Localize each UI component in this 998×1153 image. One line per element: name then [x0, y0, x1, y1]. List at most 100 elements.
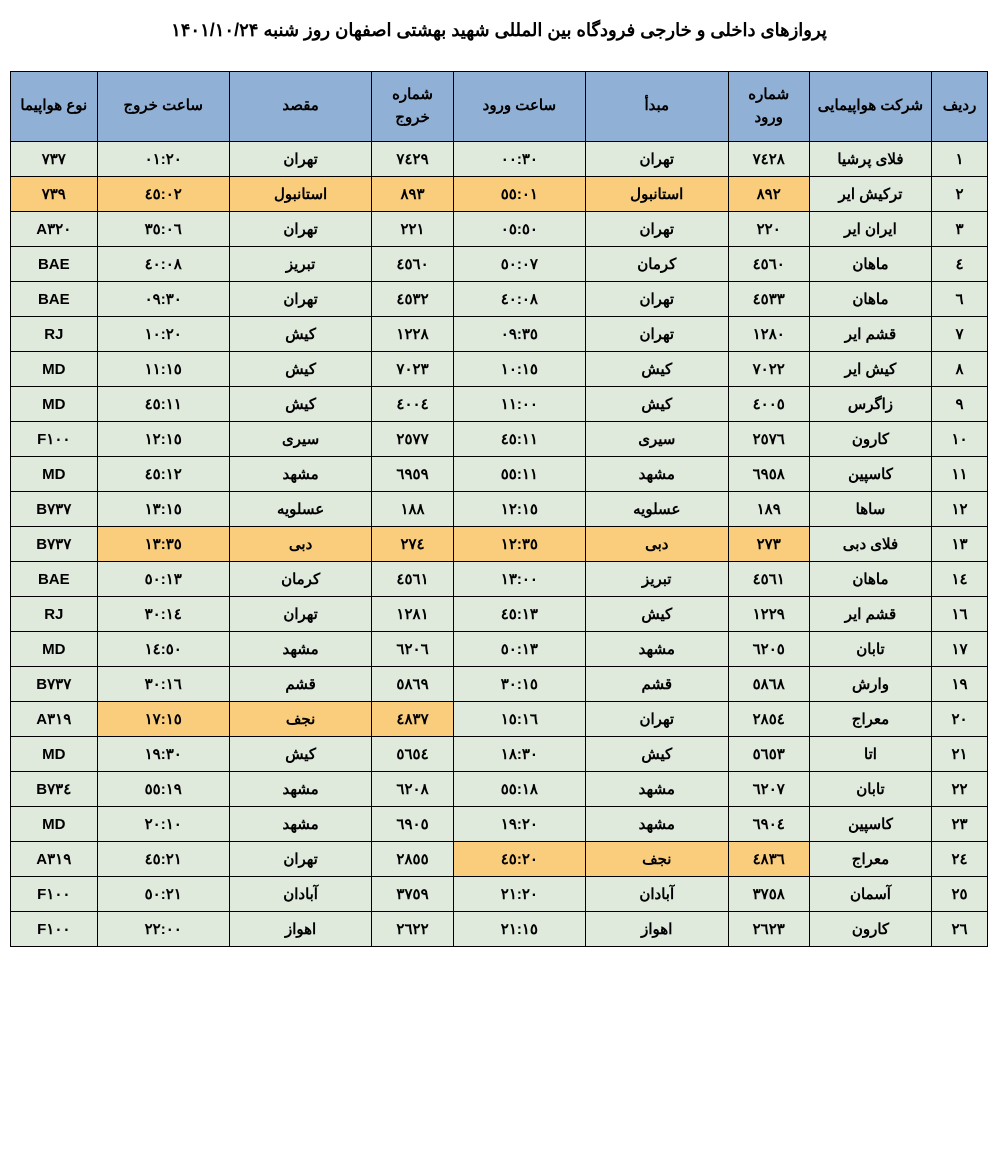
cell-aircraft: MD [11, 387, 98, 422]
cell-dest: نجف [229, 702, 371, 737]
cell-dep_time: ۱٦:۳۰ [97, 667, 229, 702]
cell-aircraft: B۷۳۷ [11, 667, 98, 702]
page-title: پروازهای داخلی و خارجی فرودگاه بین الملل… [10, 20, 988, 41]
cell-dep_no: ٦۲۰۸ [372, 772, 453, 807]
cell-airline: ایران ایر [809, 212, 931, 247]
cell-dep_no: ۲۷٤ [372, 527, 453, 562]
cell-origin: مشهد [586, 807, 728, 842]
cell-origin: تهران [586, 702, 728, 737]
table-row: ٦ماهان٤٥۳۳تهران۰۸:٤۰٤٥۳۲تهران۰۹:۳۰BAE [11, 282, 988, 317]
cell-arr_time: ۰٥:٥۰ [453, 212, 585, 247]
cell-aircraft: F۱۰۰ [11, 877, 98, 912]
cell-idx: ۲٤ [932, 842, 988, 877]
cell-origin: تهران [586, 212, 728, 247]
cell-arr_time: ۲۱:۲۰ [453, 877, 585, 912]
cell-idx: ۲۰ [932, 702, 988, 737]
cell-idx: ۳ [932, 212, 988, 247]
cell-arr_no: ٤٥۳۳ [728, 282, 809, 317]
cell-dep_no: ٦۹۰٥ [372, 807, 453, 842]
cell-arr_time: ۱٦:۱٥ [453, 702, 585, 737]
cell-dep_no: ۷٤۲۹ [372, 142, 453, 177]
cell-arr_time: ۱۲:۳٥ [453, 527, 585, 562]
cell-arr_no: ۲٦۲۳ [728, 912, 809, 947]
cell-dest: تهران [229, 597, 371, 632]
cell-aircraft: MD [11, 457, 98, 492]
cell-dest: کیش [229, 352, 371, 387]
cell-arr_no: ۷٤۲۸ [728, 142, 809, 177]
cell-dep_time: ۰۲:٤٥ [97, 177, 229, 212]
cell-dep_no: ۷۰۲۳ [372, 352, 453, 387]
cell-idx: ۲٥ [932, 877, 988, 912]
cell-dep_no: ۲۲۱ [372, 212, 453, 247]
cell-arr_no: ۷۰۲۲ [728, 352, 809, 387]
cell-airline: آسمان [809, 877, 931, 912]
cell-arr_no: ۲۸٥٤ [728, 702, 809, 737]
cell-aircraft: RJ [11, 597, 98, 632]
cell-dep_no: ٤٥۳۲ [372, 282, 453, 317]
cell-idx: ۱۲ [932, 492, 988, 527]
cell-aircraft: F۱۰۰ [11, 422, 98, 457]
cell-dest: کیش [229, 737, 371, 772]
cell-dep_time: ۱۳:٥۰ [97, 562, 229, 597]
table-row: ۲۲تابان٦۲۰۷مشهد۱۸:٥٥٦۲۰۸مشهد۱۹:٥٥B۷۳٤ [11, 772, 988, 807]
cell-aircraft: B۷۳٤ [11, 772, 98, 807]
table-row: ۱۹وارش٥۸٦۸قشم۱٥:۳۰٥۸٦۹قشم۱٦:۳۰B۷۳۷ [11, 667, 988, 702]
table-row: ۳ایران ایر۲۲۰تهران۰٥:٥۰۲۲۱تهران۰٦:۳٥A۳۲۰ [11, 212, 988, 247]
cell-dest: مشهد [229, 772, 371, 807]
cell-aircraft: ۷۳۹ [11, 177, 98, 212]
cell-arr_no: ٤٥٦۰ [728, 247, 809, 282]
cell-arr_time: ۱۱:۰۰ [453, 387, 585, 422]
cell-origin: تهران [586, 282, 728, 317]
cell-idx: ۲٦ [932, 912, 988, 947]
col-dep-no: شماره خروج [372, 72, 453, 142]
flights-table: ردیف شرکت هواپیمایی شماره ورود مبدأ ساعت… [10, 71, 988, 947]
cell-dep_no: ٥٦٥٤ [372, 737, 453, 772]
cell-arr_time: ۱۸:٥٥ [453, 772, 585, 807]
cell-arr_no: ۲٥۷٦ [728, 422, 809, 457]
col-dep-time: ساعت خروج [97, 72, 229, 142]
cell-aircraft: A۳۲۰ [11, 212, 98, 247]
cell-dest: اهواز [229, 912, 371, 947]
cell-origin: قشم [586, 667, 728, 702]
table-row: ۸کیش ایر۷۰۲۲کیش۱۰:۱٥۷۰۲۳کیش۱۱:۱٥MD [11, 352, 988, 387]
cell-airline: فلای پرشیا [809, 142, 931, 177]
cell-origin: تهران [586, 317, 728, 352]
cell-dep_no: ۲٦۲۲ [372, 912, 453, 947]
table-row: ۲٥آسمان۳۷٥۸آبادان۲۱:۲۰۳۷٥۹آبادان۲۱:٥۰F۱۰… [11, 877, 988, 912]
table-row: ۱۳فلای دبی۲۷۳دبی۱۲:۳٥۲۷٤دبی۱۳:۳٥B۷۳۷ [11, 527, 988, 562]
cell-aircraft: BAE [11, 282, 98, 317]
cell-origin: تهران [586, 142, 728, 177]
cell-airline: ساها [809, 492, 931, 527]
cell-arr_no: ۱۲۸۰ [728, 317, 809, 352]
cell-aircraft: RJ [11, 317, 98, 352]
cell-airline: معراج [809, 702, 931, 737]
cell-arr_no: ٦۲۰٥ [728, 632, 809, 667]
cell-airline: تابان [809, 772, 931, 807]
cell-idx: ۱٦ [932, 597, 988, 632]
col-arr-no: شماره ورود [728, 72, 809, 142]
cell-dep_no: ۱۸۸ [372, 492, 453, 527]
cell-arr_no: ٤۸۳٦ [728, 842, 809, 877]
cell-airline: قشم ایر [809, 597, 931, 632]
cell-dep_no: ٤۰۰٤ [372, 387, 453, 422]
cell-dep_no: ٦۲۰٦ [372, 632, 453, 667]
cell-aircraft: MD [11, 807, 98, 842]
cell-arr_time: ۰۹:۳٥ [453, 317, 585, 352]
cell-origin: تبریز [586, 562, 728, 597]
cell-idx: ۲ [932, 177, 988, 212]
cell-dest: مشهد [229, 807, 371, 842]
cell-arr_no: ۲۲۰ [728, 212, 809, 247]
table-row: ۱۰کارون۲٥۷٦سیری۱۱:٤٥۲٥۷۷سیری۱۲:۱٥F۱۰۰ [11, 422, 988, 457]
cell-dep_time: ۱۱:۱٥ [97, 352, 229, 387]
cell-dep_no: ٤۸۳۷ [372, 702, 453, 737]
cell-aircraft: A۳۱۹ [11, 842, 98, 877]
cell-dep_time: ۱۳:۱٥ [97, 492, 229, 527]
cell-dest: مشهد [229, 632, 371, 667]
cell-dep_no: ۲۸٥٥ [372, 842, 453, 877]
cell-arr_no: ۲۷۳ [728, 527, 809, 562]
cell-aircraft: B۷۳۷ [11, 492, 98, 527]
col-idx: ردیف [932, 72, 988, 142]
cell-arr_time: ۱٥:۳۰ [453, 667, 585, 702]
cell-dep_time: ۰۱:۲۰ [97, 142, 229, 177]
table-row: ۲٤معراج٤۸۳٦نجف۲۰:٤٥۲۸٥٥تهران۲۱:٤٥A۳۱۹ [11, 842, 988, 877]
